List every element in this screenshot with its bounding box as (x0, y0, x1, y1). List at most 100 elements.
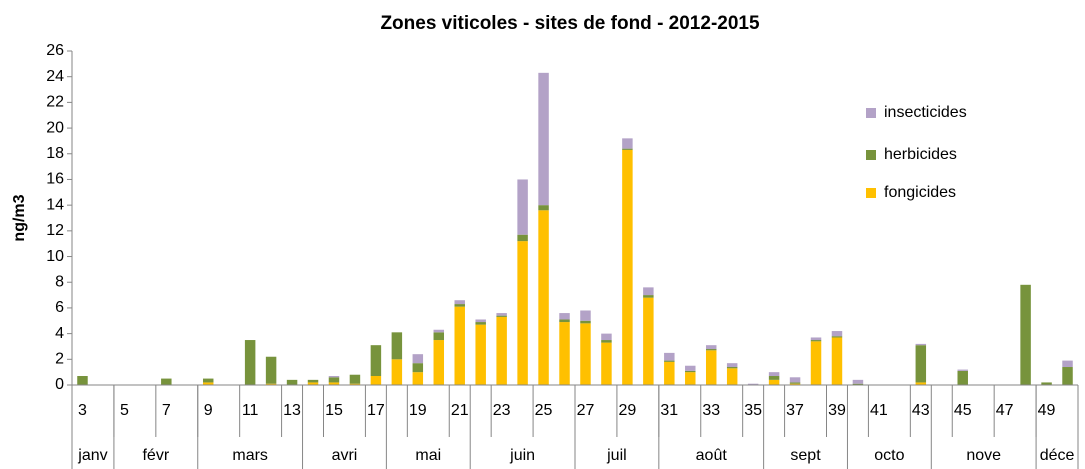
bar-segment (433, 329, 445, 333)
bar-segment (705, 349, 717, 351)
bar-segment (77, 376, 88, 385)
bar-segment (1020, 284, 1031, 385)
bar-segment (768, 372, 780, 377)
month-label: nove (966, 447, 1001, 464)
y-tick-label: 6 (55, 299, 64, 316)
bar-segment (475, 324, 486, 385)
bar-segment (433, 332, 445, 341)
x-tick-label: 25 (535, 402, 553, 419)
bar-segment (915, 345, 927, 383)
bar-segment (349, 383, 361, 385)
bar-segment (643, 287, 654, 296)
bar-segment (538, 210, 549, 385)
bar-segment (747, 383, 759, 385)
x-tick-label: 49 (1038, 402, 1056, 419)
bar-segment (475, 319, 486, 323)
bar-segment (412, 372, 424, 385)
x-tick-label: 7 (162, 402, 171, 419)
bar-segment (664, 352, 675, 361)
y-tick-label: 16 (46, 171, 64, 188)
bar-segment (685, 372, 696, 385)
bar-segment (852, 379, 864, 384)
bar-segment (286, 379, 298, 385)
month-label: mai (415, 447, 441, 464)
bar-segment (580, 320, 591, 324)
bar-segment (161, 378, 172, 385)
bar-segment (1062, 367, 1073, 385)
x-tick-label: 37 (786, 402, 804, 419)
x-tick-label: 29 (618, 402, 636, 419)
y-tick-label: 24 (46, 68, 64, 85)
bar-segment (202, 382, 214, 385)
month-label: sept (790, 447, 821, 464)
bar-segment (517, 179, 528, 235)
bar-segment (957, 370, 968, 385)
y-tick-label: 12 (46, 222, 64, 239)
bar-segment (433, 340, 445, 385)
legend-swatch (866, 188, 876, 198)
y-tick-label: 14 (46, 196, 64, 213)
bar-segment (622, 138, 633, 149)
y-tick-label: 20 (46, 119, 64, 136)
x-tick-label: 9 (204, 402, 213, 419)
bar-segment (789, 383, 801, 385)
bar-segment (412, 354, 424, 364)
y-tick-label: 2 (55, 351, 64, 368)
bar-segment (454, 304, 465, 307)
y-tick-label: 18 (46, 145, 64, 162)
bar-segment (768, 376, 780, 380)
month-label: janv (77, 447, 107, 464)
bar-segment (265, 383, 277, 385)
month-label: octo (874, 447, 904, 464)
bar-segment (622, 149, 633, 385)
x-tick-label: 45 (954, 402, 972, 419)
bar-segment (496, 315, 507, 317)
x-tick-label: 17 (367, 402, 385, 419)
legend-swatch (866, 150, 876, 160)
bar-segment (831, 331, 843, 337)
y-tick-label: 22 (46, 94, 64, 111)
y-tick-label: 10 (46, 248, 64, 265)
x-tick-label: 35 (744, 402, 762, 419)
x-tick-label: 43 (912, 402, 930, 419)
x-tick-label: 13 (283, 402, 301, 419)
x-tick-label: 5 (120, 402, 129, 419)
x-tick-label: 41 (870, 402, 888, 419)
bar-segment (705, 350, 717, 385)
bar-segment (915, 382, 927, 385)
bar-segment (685, 370, 696, 373)
bar-segment (705, 345, 717, 350)
x-tick-label: 15 (325, 402, 343, 419)
bar-segment (726, 363, 738, 368)
x-tick-label: 47 (996, 402, 1014, 419)
bar-segment (412, 363, 424, 373)
bar-segment (370, 345, 382, 377)
bar-segment (475, 322, 486, 325)
x-tick-label: 3 (78, 402, 87, 419)
month-label: déce (1040, 447, 1075, 464)
bar-segment (664, 361, 675, 385)
month-label: juil (606, 447, 627, 464)
legend-label: fongicides (884, 184, 956, 201)
x-tick-label: 31 (660, 402, 678, 419)
bar-segment (789, 377, 801, 383)
bar-segment (307, 382, 319, 385)
legend-label: herbicides (884, 146, 957, 163)
bar-segment (580, 323, 591, 385)
month-label: août (696, 447, 728, 464)
bar-segment (538, 72, 549, 206)
bar-segment (349, 374, 361, 384)
bar-segment (580, 310, 591, 321)
bar-segment (768, 379, 780, 385)
bar-segment (643, 295, 654, 298)
month-label: mars (232, 447, 268, 464)
month-label: févr (142, 447, 169, 464)
bar-segment (496, 313, 507, 316)
bar-segment (852, 383, 864, 385)
bar-segment (328, 376, 340, 378)
x-tick-label: 11 (242, 402, 259, 419)
bar-segment (789, 382, 801, 384)
bar-segment (831, 337, 843, 385)
x-tick-label: 23 (493, 402, 511, 419)
